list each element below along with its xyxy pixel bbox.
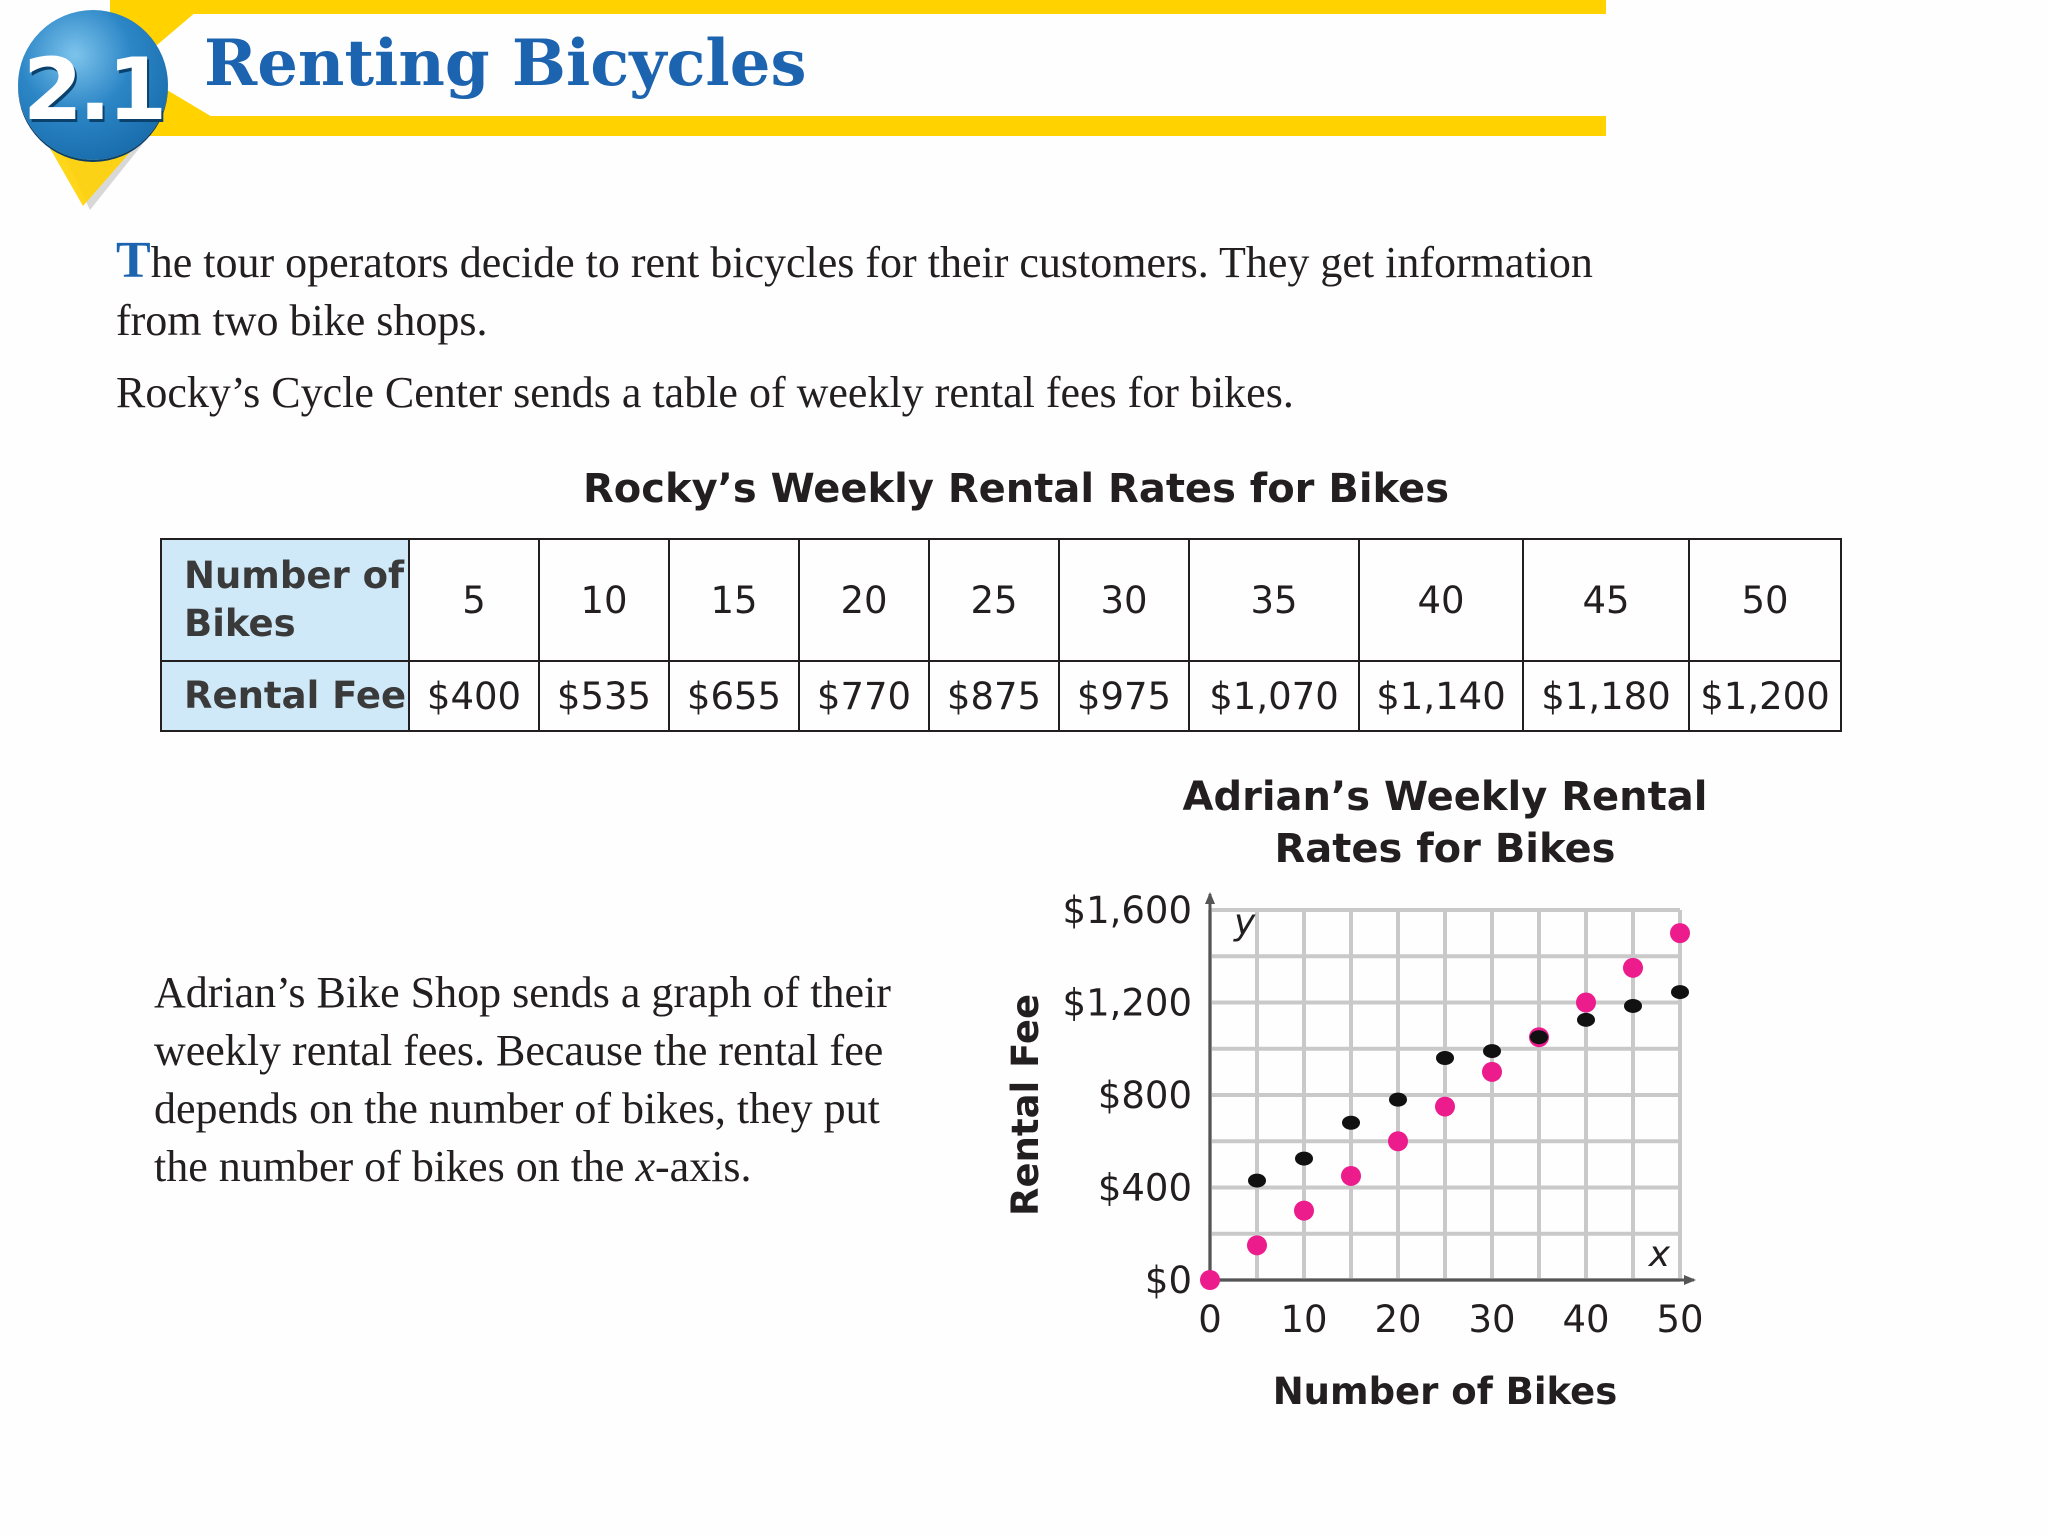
bikes-row: Number of Bikes 5 10 15 20 25 30 35 40 4…	[160, 538, 1842, 662]
adrian-text-end: -axis.	[654, 1142, 752, 1191]
y-axis-arrow	[1205, 892, 1215, 904]
bikes-cell: 5	[408, 538, 540, 662]
header-bottom-bar	[160, 116, 1606, 136]
bikes-row-header: Number of Bikes	[160, 538, 410, 662]
bikes-cell: 50	[1688, 538, 1842, 662]
intro-text: he tour operators decide to rent bicycle…	[116, 238, 1593, 345]
hand-drawn-point	[1389, 1092, 1407, 1107]
grid	[1208, 908, 1682, 1282]
y-axis-variable: y	[1233, 902, 1256, 943]
adrian-data-point	[1200, 1270, 1220, 1290]
hand-drawn-point	[1295, 1151, 1313, 1166]
fee-cell: $975	[1058, 660, 1190, 732]
intro-paragraph: The tour operators decide to rent bicycl…	[116, 232, 1616, 350]
x-axis-label: Number of Bikes	[1273, 1370, 1618, 1413]
y-tick-label: $800	[1098, 1074, 1192, 1117]
x-tick-label: 30	[1468, 1298, 1515, 1341]
x-tick-label: 0	[1198, 1298, 1222, 1341]
fee-cell: $400	[408, 660, 540, 732]
bikes-cell: 25	[928, 538, 1060, 662]
fees-row-header: Rental Fee	[160, 660, 410, 732]
x-tick-label: 10	[1280, 1298, 1327, 1341]
hand-drawn-point	[1342, 1115, 1360, 1130]
bikes-cell: 20	[798, 538, 930, 662]
adrian-text: Adrian’s Bike Shop sends a graph of thei…	[154, 968, 891, 1191]
adrian-data-point	[1435, 1096, 1455, 1117]
y-axis-label: Rental Fee	[1004, 994, 1047, 1216]
fee-cell: $770	[798, 660, 930, 732]
adrian-data-point	[1623, 957, 1643, 978]
x-tick-label: 40	[1562, 1298, 1609, 1341]
chart-title-line1: Adrian’s Weekly Rental	[1183, 774, 1708, 820]
bikes-cell: 35	[1188, 538, 1360, 662]
fee-cell: $655	[668, 660, 800, 732]
x-tick-label: 50	[1656, 1298, 1703, 1341]
bikes-cell: 15	[668, 538, 800, 662]
y-tick-label: $400	[1098, 1167, 1192, 1210]
adrian-data-point	[1482, 1061, 1502, 1082]
hand-drawn-point	[1577, 1012, 1595, 1027]
hand-drawn-point	[1483, 1044, 1501, 1059]
lesson-number: 2.1	[22, 40, 167, 140]
rocky-rates-table: Number of Bikes 5 10 15 20 25 30 35 40 4…	[160, 538, 1842, 732]
y-tick-label: $1,600	[1063, 889, 1192, 932]
fee-cell: $1,180	[1522, 660, 1690, 732]
fees-row: Rental Fee $400 $535 $655 $770 $875 $975…	[160, 660, 1842, 732]
adrian-data-point	[1341, 1165, 1361, 1186]
fee-cell: $535	[538, 660, 670, 732]
y-tick-label: $1,200	[1063, 982, 1192, 1025]
lesson-title: Renting Bicycles	[204, 26, 807, 101]
drop-cap: T	[116, 232, 151, 289]
adrian-paragraph: Adrian’s Bike Shop sends a graph of thei…	[154, 964, 914, 1196]
adrian-data-point	[1388, 1131, 1408, 1152]
adrian-data-point	[1247, 1235, 1267, 1256]
bikes-cell: 40	[1358, 538, 1524, 662]
hand-drawn-point	[1530, 1030, 1548, 1045]
hand-drawn-point	[1248, 1173, 1266, 1188]
x-axis-arrow	[1684, 1275, 1696, 1285]
plot-area: Adrian’s Weekly Rental Rates for Bikes y x 0…	[1004, 774, 1707, 1413]
fee-cell: $1,200	[1688, 660, 1842, 732]
adrian-scatter-chart: Adrian’s Weekly Rental Rates for Bikes y x 0…	[1004, 774, 1707, 1413]
x-axis-variable: x	[1648, 1234, 1671, 1275]
bikes-cell: 30	[1058, 538, 1190, 662]
adrian-axis-var: x	[635, 1142, 655, 1191]
table-title: Rocky’s Weekly Rental Rates for Bikes	[583, 466, 1449, 512]
chart-title-line2: Rates for Bikes	[1275, 826, 1616, 872]
adrian-data-point	[1670, 923, 1690, 944]
x-tick-label: 20	[1374, 1298, 1421, 1341]
fee-cell: $1,140	[1358, 660, 1524, 732]
fee-cell: $1,070	[1188, 660, 1360, 732]
fee-cell: $875	[928, 660, 1060, 732]
lesson-number-badge: 2.1	[18, 10, 168, 160]
hand-drawn-point	[1671, 985, 1689, 1000]
bikes-cell: 45	[1522, 538, 1690, 662]
lesson-header: 2.1 Renting Bicycles	[0, 0, 2048, 220]
adrian-data-point	[1294, 1200, 1314, 1221]
hand-drawn-point	[1624, 998, 1642, 1013]
bikes-cell: 10	[538, 538, 670, 662]
hand-drawn-point	[1436, 1051, 1454, 1065]
adrian-data-point	[1576, 992, 1596, 1013]
header-top-bar	[120, 0, 1606, 14]
rocky-paragraph: Rocky’s Cycle Center sends a table of we…	[116, 368, 1294, 417]
y-tick-label: $0	[1145, 1259, 1192, 1302]
